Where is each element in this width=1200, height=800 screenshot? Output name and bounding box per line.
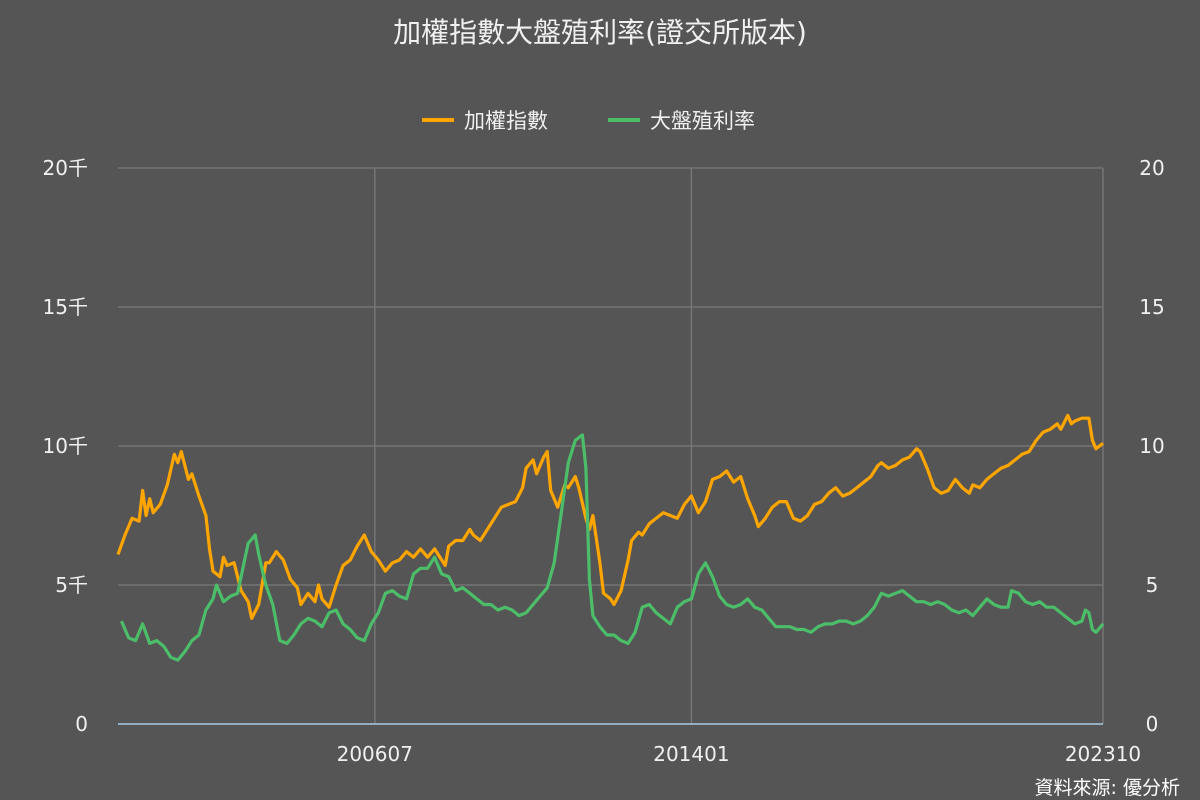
right-tick-label: 15 <box>1139 295 1164 319</box>
series-line-yield <box>120 433 1105 662</box>
series-lines <box>116 413 1105 662</box>
left-tick-label: 0 <box>75 712 88 736</box>
right-tick-label: 0 <box>1146 712 1159 736</box>
legend-label: 大盤殖利率 <box>650 109 755 133</box>
x-axis: 200607 201401 202310 <box>337 742 1142 766</box>
legend-label: 加權指數 <box>464 109 548 133</box>
legend: 加權指數 大盤殖利率 <box>422 109 755 133</box>
x-tick-label: 200607 <box>337 742 413 766</box>
grid-lines <box>118 167 1104 725</box>
left-tick-label: 15千 <box>43 295 88 319</box>
right-tick-label: 5 <box>1146 573 1159 597</box>
x-tick-label: 201401 <box>653 742 729 766</box>
source-note: 資料來源: 優分析 <box>1035 777 1180 799</box>
left-tick-label: 20千 <box>43 156 88 180</box>
right-axis: 0 5 10 15 20 <box>1139 156 1164 736</box>
left-tick-label: 10千 <box>43 434 88 458</box>
chart-title: 加權指數大盤殖利率(證交所版本) <box>393 16 807 49</box>
left-axis: 0 5千 10千 15千 20千 <box>43 156 88 736</box>
left-tick-label: 5千 <box>55 573 88 597</box>
right-tick-label: 20 <box>1139 156 1164 180</box>
x-tick-label: 202310 <box>1065 742 1141 766</box>
right-tick-label: 10 <box>1139 434 1164 458</box>
